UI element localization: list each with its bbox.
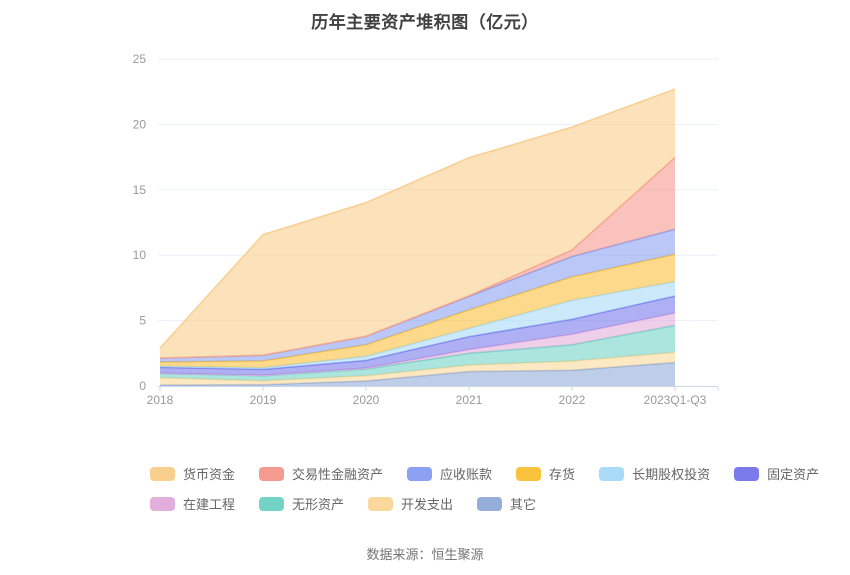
x-axis-tick-label: 2023Q1-Q3 — [644, 393, 707, 407]
legend-item-在建工程[interactable]: 在建工程 — [150, 494, 235, 513]
x-axis-tick-label: 2021 — [456, 393, 483, 407]
y-axis-tick-label: 15 — [133, 183, 147, 197]
legend-swatch-icon — [477, 496, 503, 511]
y-axis-tick-label: 10 — [133, 248, 147, 262]
legend-swatch-icon — [599, 466, 625, 481]
legend-item-存货[interactable]: 存货 — [516, 464, 575, 483]
legend-label: 其它 — [510, 497, 537, 512]
legend-item-固定资产[interactable]: 固定资产 — [734, 464, 819, 483]
area-其它 — [160, 362, 675, 386]
stacked-area-chart: 0 5 10 15 20 25 2018 2019 2020 2021 2022 2023Q1-Q3 — [133, 52, 719, 407]
chart-title: 历年主要资产堆积图（亿元） — [311, 13, 539, 32]
legend-label: 长期股权投资 — [632, 467, 711, 482]
data-source-text: 数据来源：恒生聚源 — [366, 547, 484, 562]
legend-label: 在建工程 — [183, 497, 236, 512]
y-axis-tick-label: 0 — [139, 379, 146, 393]
legend-label: 货币资金 — [183, 467, 236, 482]
legend-label: 存货 — [549, 467, 576, 482]
area-开发支出 — [160, 352, 675, 385]
legend-swatch-icon — [150, 496, 175, 511]
legend-label: 应收账款 — [440, 467, 493, 482]
legend-row: 货币资金 交易性金融资产 应收账款 存货 长期股权投资 固定资产 — [150, 464, 819, 483]
x-axis-tick-label: 2019 — [250, 393, 277, 407]
legend-item-货币资金[interactable]: 货币资金 — [150, 464, 235, 483]
legend-swatch-icon — [368, 496, 394, 511]
legend-swatch-icon — [150, 466, 175, 481]
legend-item-长期股权投资[interactable]: 长期股权投资 — [599, 464, 710, 483]
legend-label: 无形资产 — [292, 497, 345, 512]
area-top-line-货币资金 — [159, 88, 676, 349]
legend-swatch-icon — [734, 466, 760, 481]
legend-label: 交易性金融资产 — [292, 467, 384, 482]
y-axis-tick-label: 5 — [139, 314, 146, 328]
x-axis-tick-label: 2018 — [147, 393, 174, 407]
x-axis-tick-label: 2022 — [559, 393, 586, 407]
legend-item-无形资产[interactable]: 无形资产 — [259, 494, 344, 513]
legend-label: 固定资产 — [767, 467, 820, 482]
legend-item-交易性金融资产[interactable]: 交易性金融资产 — [259, 464, 383, 483]
chart-legend: 货币资金 交易性金融资产 应收账款 存货 长期股权投资 固定资产在建工程 无形资产 开发支出 其… — [150, 464, 819, 513]
area-在建工程 — [160, 313, 675, 376]
legend-row: 在建工程 无形资产 开发支出 其它 — [150, 494, 819, 513]
x-axis-tick-label: 2020 — [353, 393, 380, 407]
legend-label: 开发支出 — [401, 497, 454, 512]
legend-swatch-icon — [516, 466, 542, 481]
legend-item-其它[interactable]: 其它 — [477, 494, 536, 513]
y-axis-tick-label: 20 — [133, 117, 147, 131]
legend-item-应收账款[interactable]: 应收账款 — [407, 464, 492, 483]
legend-swatch-icon — [407, 466, 433, 481]
y-axis-tick-label: 25 — [133, 52, 147, 66]
legend-item-开发支出[interactable]: 开发支出 — [368, 494, 453, 513]
legend-swatch-icon — [259, 466, 285, 481]
area-货币资金 — [160, 89, 675, 358]
legend-swatch-icon — [259, 496, 285, 511]
